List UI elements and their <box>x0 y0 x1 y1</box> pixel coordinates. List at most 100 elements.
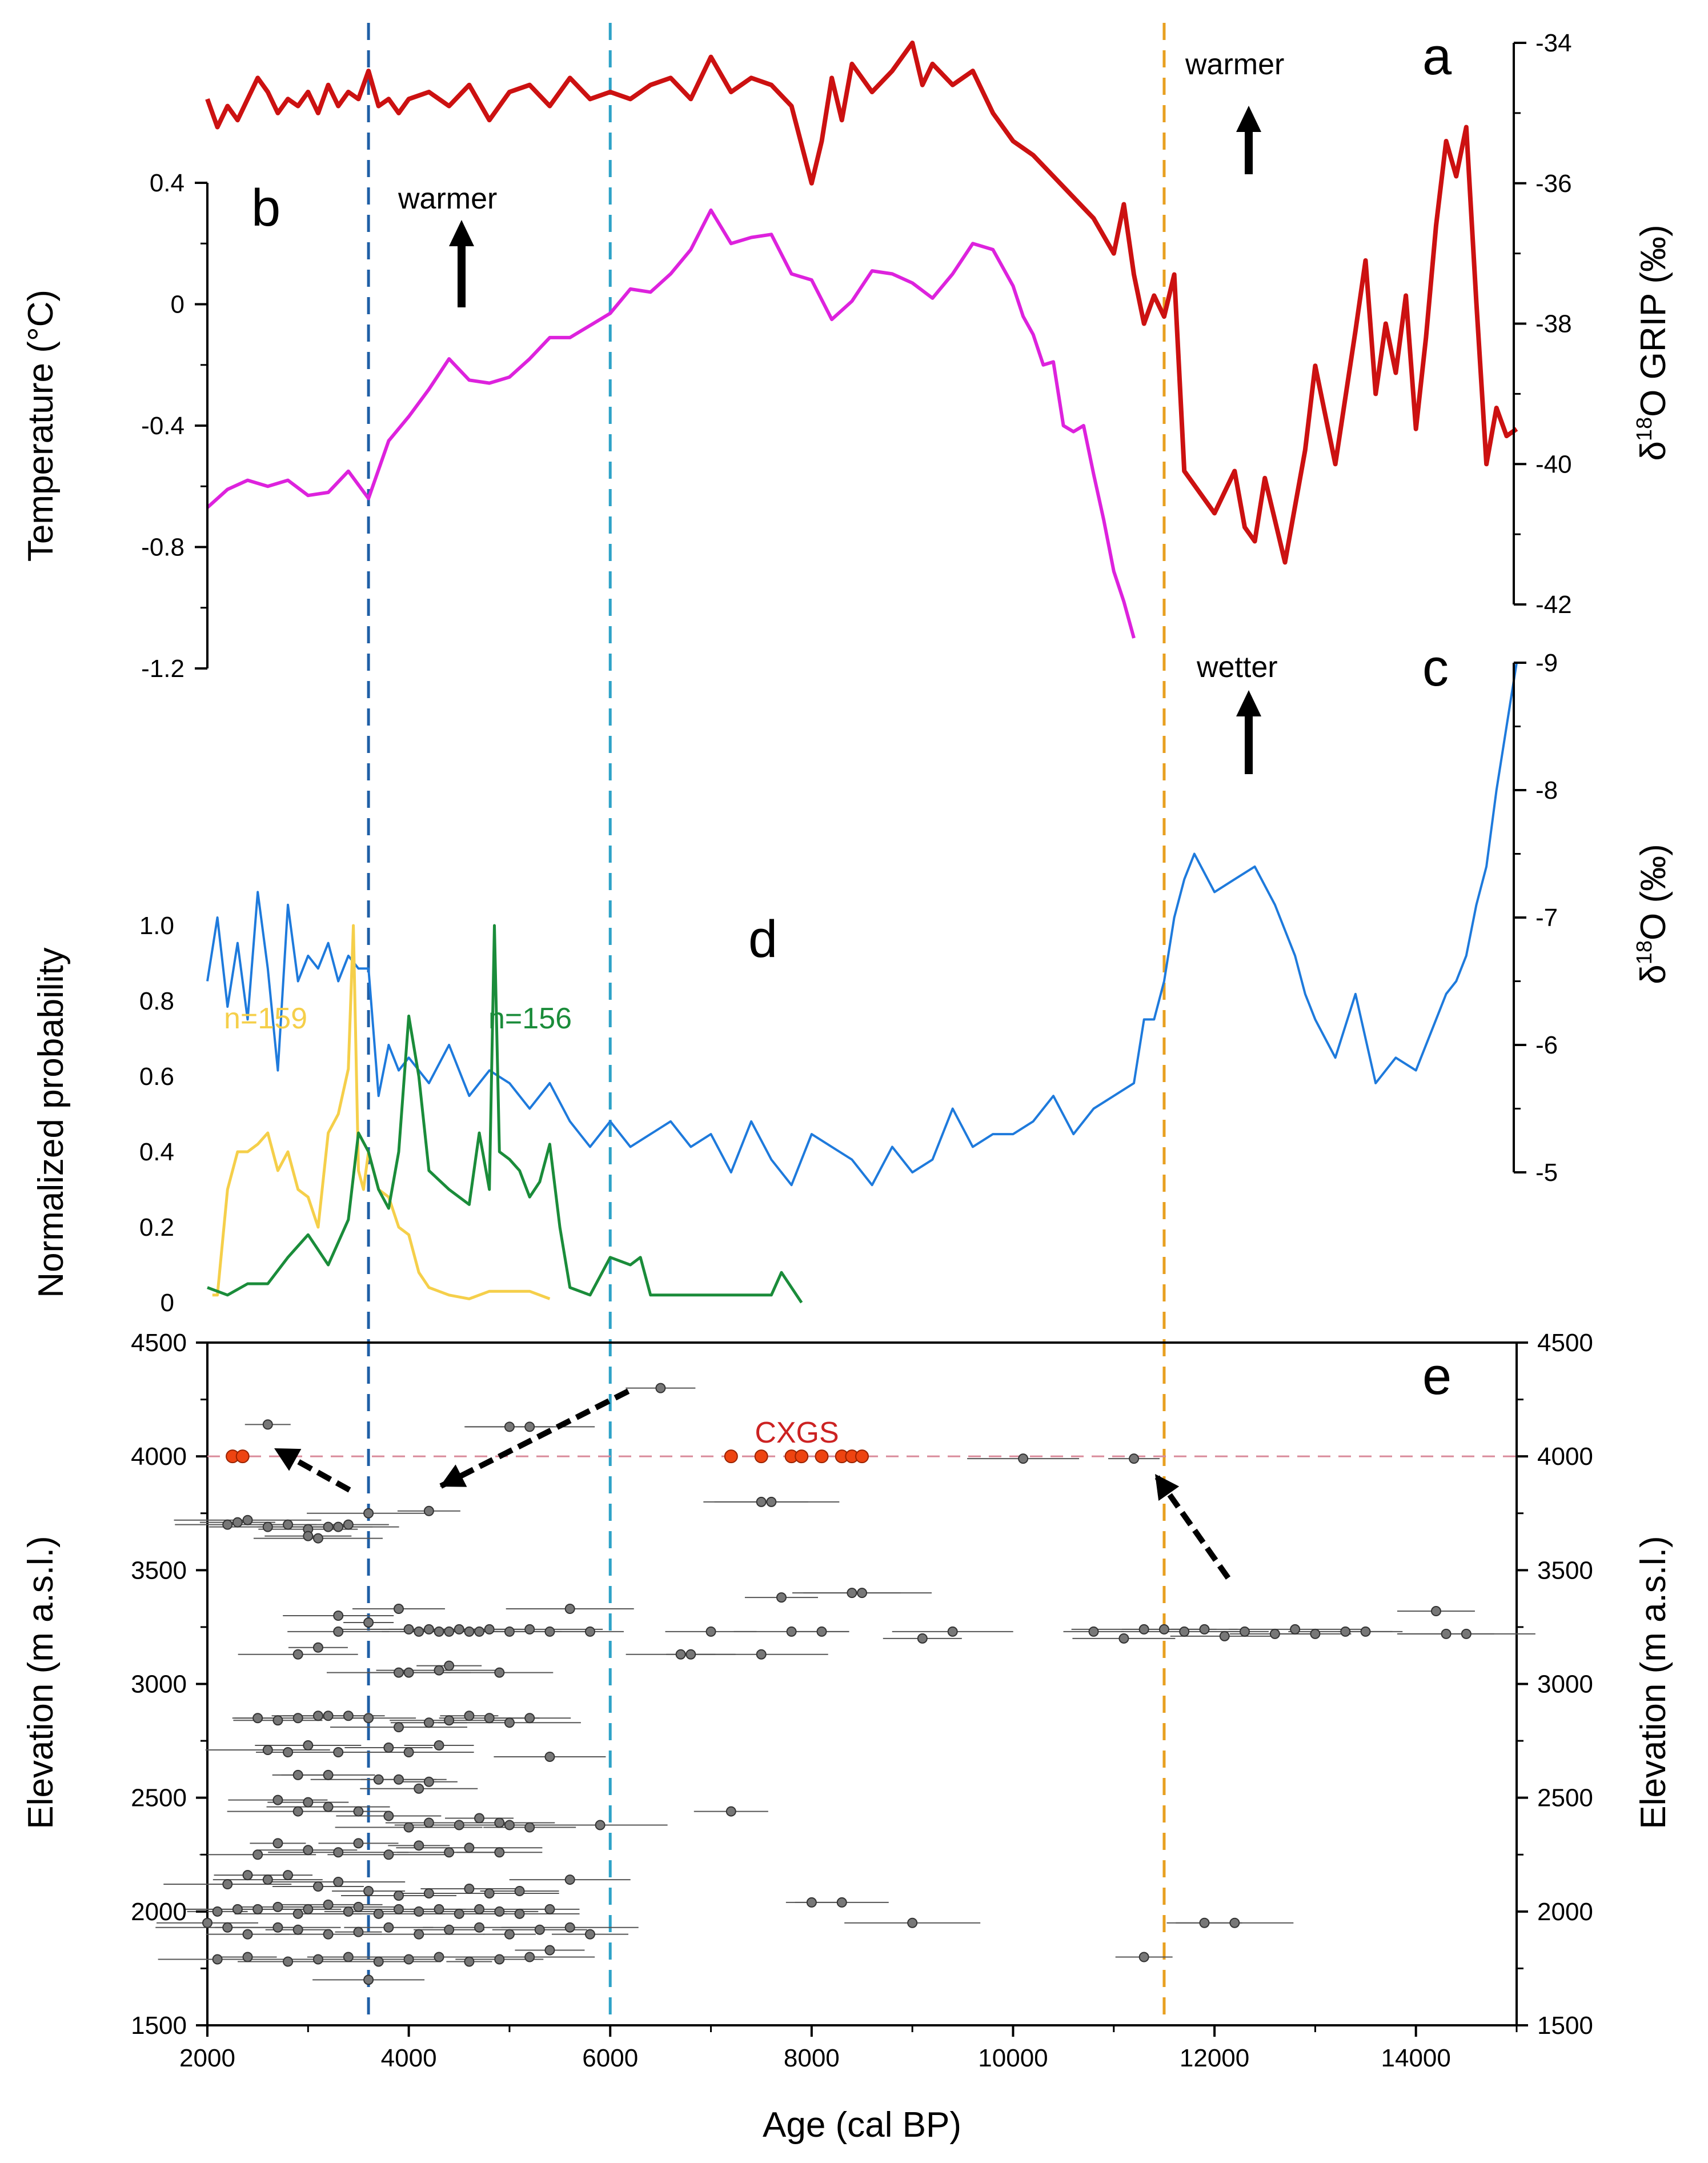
data-point <box>283 1747 294 1757</box>
dashed-arrow-1-head <box>274 1448 302 1471</box>
data-point <box>363 1885 374 1896</box>
data-point <box>403 1747 414 1757</box>
tick-label-d: 0 <box>161 1289 174 1317</box>
data-point <box>303 1904 314 1914</box>
data-point <box>323 1801 334 1812</box>
data-point <box>494 1847 505 1858</box>
data-point <box>524 1421 535 1432</box>
data-point <box>524 1713 535 1724</box>
data-point <box>1118 1633 1129 1644</box>
tick-label-a: -34 <box>1535 29 1572 57</box>
data-point <box>434 1626 444 1637</box>
data-point <box>373 1908 384 1919</box>
tick-label-y-left: 1500 <box>131 2012 187 2040</box>
data-point <box>414 1906 424 1917</box>
data-point <box>847 1588 857 1599</box>
data-point <box>907 1917 918 1928</box>
data-point <box>414 1783 424 1794</box>
data-point <box>414 1626 424 1637</box>
data-point <box>333 1747 344 1757</box>
data-point <box>464 1626 475 1637</box>
data-point <box>423 1888 434 1898</box>
dashed-arrow-3-head <box>1155 1474 1180 1501</box>
data-point <box>464 1884 475 1894</box>
data-point <box>323 1711 334 1721</box>
data-point <box>363 1617 374 1628</box>
data-point <box>363 1508 374 1519</box>
panel-a: -34 -36 -38 -40 -42 δ18O GRIP (‰) a warmer <box>205 27 1673 619</box>
panel-c: -9 -8 -7 -6 -5 δ18O (‰) c wetter <box>206 639 1673 1187</box>
data-point <box>1360 1626 1371 1637</box>
data-point <box>393 1904 404 1914</box>
data-point <box>383 1810 394 1821</box>
data-point <box>685 1649 696 1660</box>
data-point <box>262 1874 273 1885</box>
data-point <box>272 1715 283 1726</box>
data-point <box>524 1624 535 1635</box>
panel-label-c: c <box>1422 639 1449 697</box>
data-point <box>353 1838 364 1849</box>
panel-e: CXGS 2000 4000 6000 8000 10000 12000 14000 4500 4… <box>21 1329 1673 2145</box>
data-point <box>655 1383 666 1393</box>
data-point <box>504 1717 515 1728</box>
tick-label-y-left: 2500 <box>131 1784 187 1812</box>
highlight-point <box>815 1449 829 1464</box>
data-point <box>312 1533 323 1544</box>
data-point <box>494 1817 505 1828</box>
data-point <box>444 1715 455 1726</box>
highlight-point <box>855 1449 869 1464</box>
data-point <box>1158 1624 1169 1635</box>
data-point <box>423 1624 434 1635</box>
tick-label-x: 2000 <box>179 2044 235 2072</box>
data-point <box>1441 1628 1452 1639</box>
data-point <box>323 1521 334 1532</box>
data-point <box>454 1820 464 1830</box>
tick-label-y-left: 3000 <box>131 1671 187 1699</box>
data-point <box>292 1908 303 1919</box>
data-point <box>917 1633 928 1644</box>
data-point <box>343 1906 354 1917</box>
tick-label-x: 4000 <box>381 2044 437 2072</box>
data-point <box>393 1890 404 1901</box>
data-point <box>444 1660 455 1671</box>
tick-label-y-right: 3000 <box>1537 1671 1593 1699</box>
data-point <box>303 1531 314 1541</box>
ylabel-a: δ18O GRIP (‰) <box>1633 225 1673 460</box>
series-line-a <box>205 41 1518 565</box>
data-point <box>312 1954 323 1965</box>
tick-label-c: -6 <box>1535 1031 1558 1059</box>
data-point <box>393 1774 404 1785</box>
dashed-arrow-2-head <box>440 1464 467 1487</box>
data-point <box>343 1519 354 1530</box>
data-point <box>1138 1624 1149 1635</box>
panel-b: 0.4 0 -0.4 -0.8 -1.2 Temperature (°C) b warmer <box>21 169 1136 683</box>
tick-label-d: 0.8 <box>139 987 174 1015</box>
data-point <box>544 1945 555 1956</box>
data-point <box>403 1624 414 1635</box>
data-point <box>584 1929 595 1940</box>
arrow-c-head <box>1236 690 1261 716</box>
data-point <box>776 1592 787 1603</box>
data-point <box>272 1901 283 1912</box>
data-point <box>303 1797 314 1808</box>
data-point <box>444 1924 455 1935</box>
data-point <box>272 1838 283 1849</box>
data-point <box>423 1505 434 1516</box>
data-point <box>423 1817 434 1828</box>
data-point <box>514 1885 525 1896</box>
tick-label-b: -0.4 <box>141 412 185 440</box>
data-point <box>675 1649 686 1660</box>
tick-label-d: 0.4 <box>139 1138 174 1166</box>
data-point <box>474 1626 485 1637</box>
data-point <box>232 1517 243 1528</box>
data-point <box>434 1665 444 1676</box>
data-point <box>303 1845 314 1856</box>
tick-label-x: 14000 <box>1381 2044 1451 2072</box>
data-point <box>434 1952 444 1962</box>
data-point <box>312 1711 323 1721</box>
data-point <box>272 1922 283 1933</box>
tick-label-a: -36 <box>1535 170 1572 198</box>
data-point <box>494 1906 505 1917</box>
data-point <box>292 1769 303 1780</box>
data-point <box>383 1849 394 1860</box>
